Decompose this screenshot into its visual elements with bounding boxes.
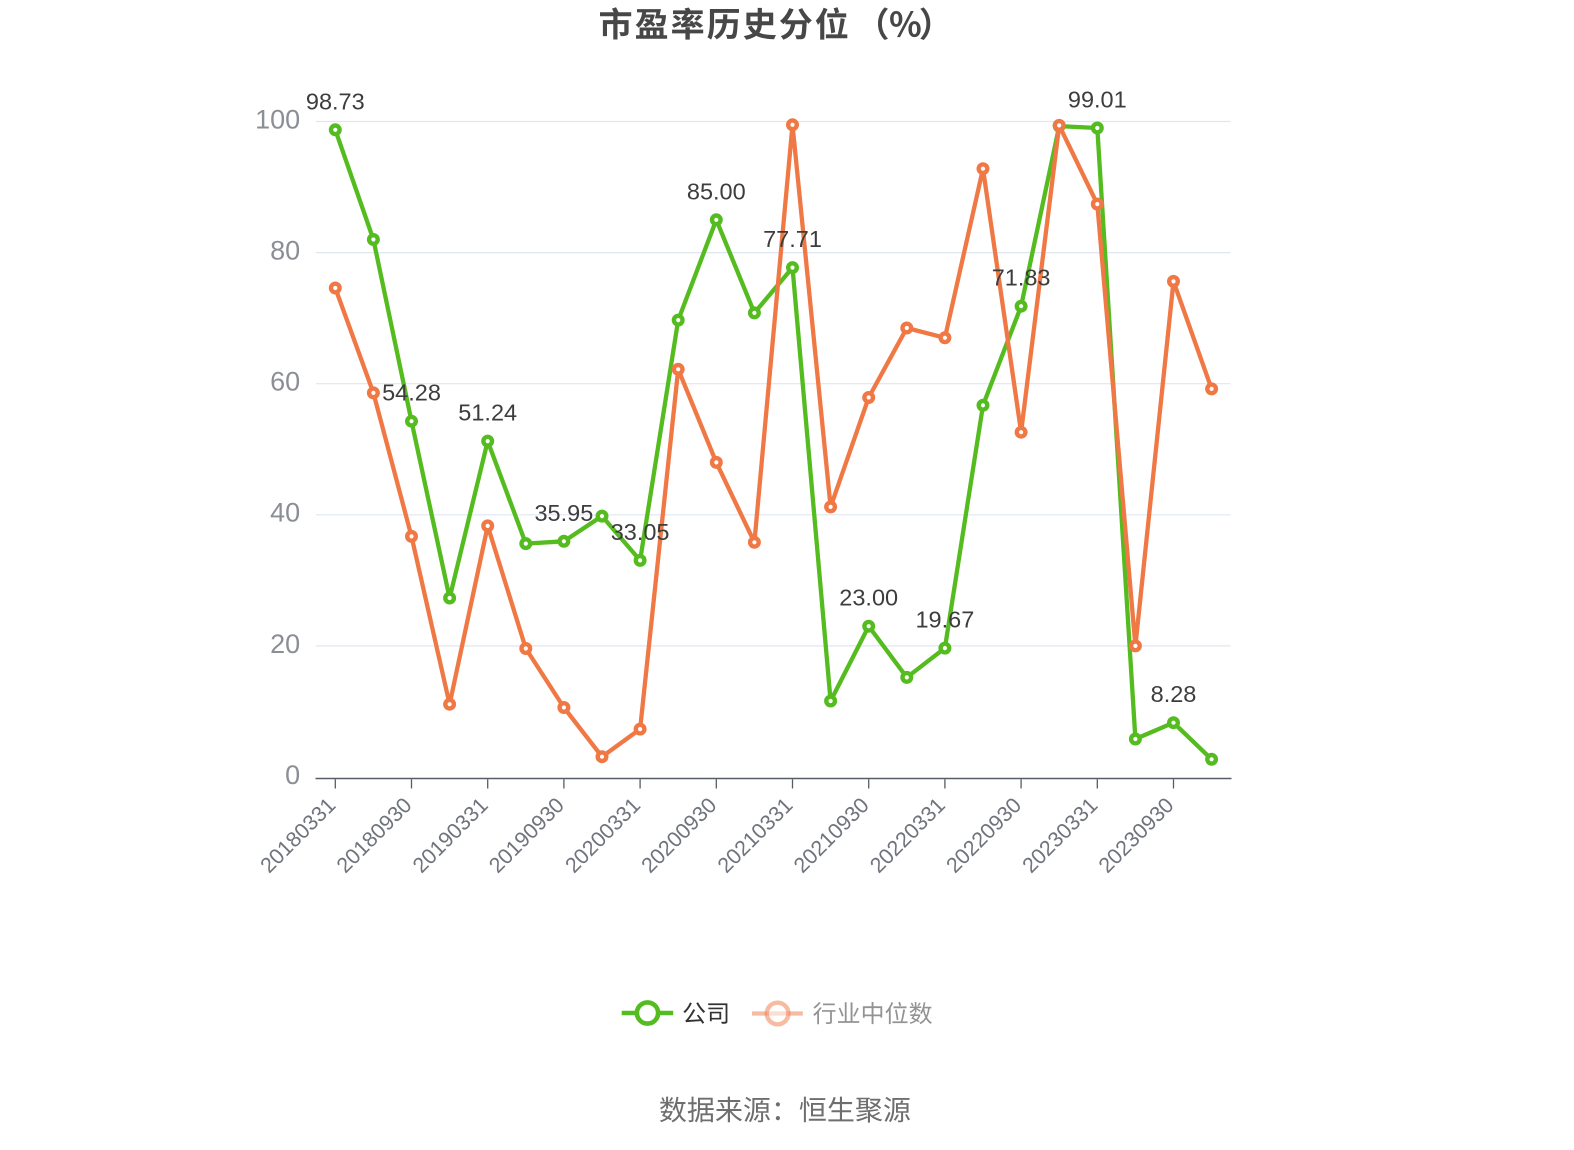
svg-text:8.28: 8.28: [1151, 681, 1197, 707]
svg-text:20230331: 20230331: [1018, 793, 1103, 878]
svg-text:20230930: 20230930: [1094, 793, 1179, 878]
svg-text:85.00: 85.00: [687, 178, 746, 204]
svg-text:35.95: 35.95: [534, 500, 593, 526]
svg-text:20: 20: [270, 629, 300, 659]
svg-text:20190930: 20190930: [484, 793, 569, 878]
svg-text:100: 100: [255, 104, 300, 134]
svg-text:20220930: 20220930: [942, 793, 1027, 878]
svg-text:20180930: 20180930: [332, 793, 417, 878]
svg-text:77.71: 77.71: [763, 226, 822, 252]
svg-text:60: 60: [270, 367, 300, 397]
svg-text:20220331: 20220331: [865, 793, 950, 878]
svg-text:20200930: 20200930: [637, 793, 722, 878]
svg-text:33.05: 33.05: [611, 519, 670, 545]
svg-text:71.83: 71.83: [992, 265, 1051, 291]
svg-text:23.00: 23.00: [839, 585, 898, 611]
svg-text:99.01: 99.01: [1068, 87, 1127, 113]
svg-text:20190331: 20190331: [408, 793, 493, 878]
svg-text:19.67: 19.67: [915, 607, 974, 633]
svg-text:20210930: 20210930: [789, 793, 874, 878]
svg-text:54.28: 54.28: [382, 380, 441, 406]
svg-text:20210331: 20210331: [713, 793, 798, 878]
svg-text:40: 40: [270, 498, 300, 528]
svg-text:0: 0: [285, 760, 300, 790]
svg-text:20200331: 20200331: [561, 793, 646, 878]
svg-text:51.24: 51.24: [458, 400, 517, 426]
svg-text:80: 80: [270, 236, 300, 266]
svg-text:20180331: 20180331: [256, 793, 341, 878]
svg-text:98.73: 98.73: [306, 88, 365, 114]
